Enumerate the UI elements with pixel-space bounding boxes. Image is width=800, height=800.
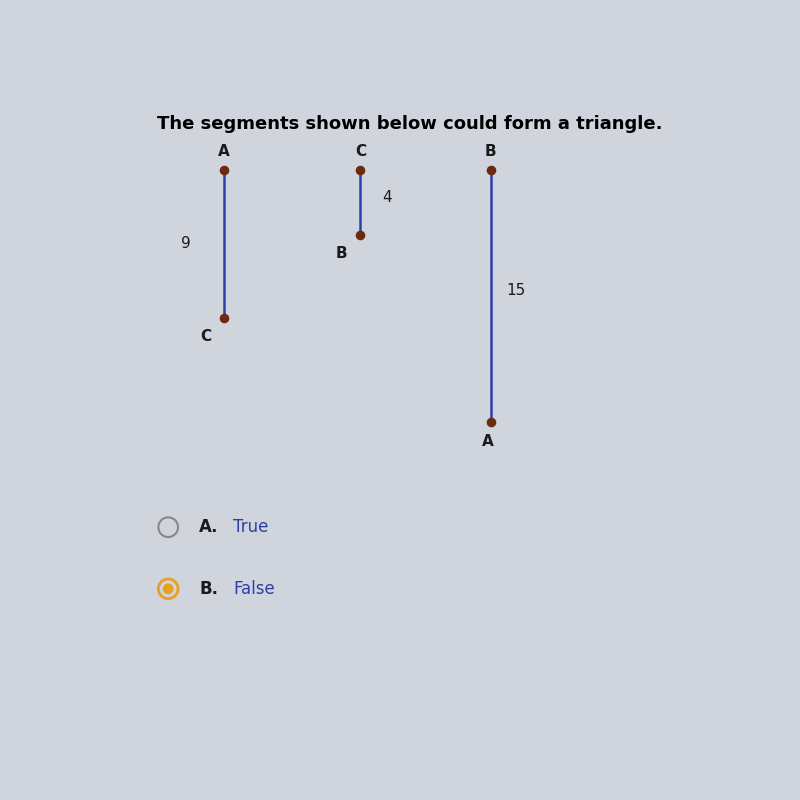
Point bbox=[162, 521, 174, 534]
Text: A: A bbox=[218, 144, 230, 159]
Point bbox=[162, 582, 174, 595]
Text: C: C bbox=[200, 329, 211, 344]
Text: B: B bbox=[336, 246, 348, 261]
Text: A: A bbox=[482, 434, 494, 449]
Text: B.: B. bbox=[199, 580, 218, 598]
Point bbox=[484, 163, 497, 176]
Point bbox=[354, 228, 366, 241]
Point bbox=[218, 311, 230, 324]
Point bbox=[162, 582, 174, 595]
Text: B: B bbox=[485, 144, 497, 159]
Text: 9: 9 bbox=[181, 236, 190, 251]
Text: False: False bbox=[234, 580, 275, 598]
Text: C: C bbox=[355, 144, 366, 159]
Point bbox=[354, 163, 366, 176]
Text: 15: 15 bbox=[506, 282, 526, 298]
Text: The segments shown below could form a triangle.: The segments shown below could form a tr… bbox=[158, 114, 662, 133]
Point bbox=[484, 416, 497, 429]
Text: 4: 4 bbox=[382, 190, 392, 205]
Point bbox=[218, 163, 230, 176]
Text: True: True bbox=[234, 518, 269, 536]
Text: A.: A. bbox=[199, 518, 218, 536]
